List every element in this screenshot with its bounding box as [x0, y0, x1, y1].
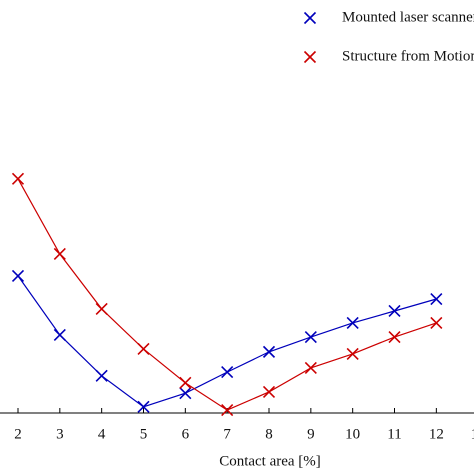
x-tick-label: 7	[223, 426, 231, 442]
marker	[346, 316, 359, 330]
series-line	[17, 178, 437, 411]
marker	[388, 330, 401, 344]
marker	[262, 345, 276, 358]
marker	[179, 376, 192, 389]
x-tick-label: 10	[345, 426, 360, 442]
x-tick-label: 8	[265, 426, 273, 442]
x-tick-label: 5	[140, 426, 148, 442]
marker	[221, 366, 234, 379]
marker	[430, 316, 443, 330]
x-tick-label: 4	[98, 426, 106, 442]
marker	[53, 328, 66, 342]
legend-marker	[303, 11, 317, 25]
marker	[346, 347, 359, 361]
marker	[11, 269, 25, 282]
x-tick-label: 13	[471, 426, 474, 442]
x-tick-label: 12	[429, 426, 444, 442]
x-tick-label: 9	[307, 426, 315, 442]
x-tick-label: 11	[387, 426, 401, 442]
series-line	[17, 275, 437, 408]
marker	[95, 302, 108, 315]
marker	[95, 369, 108, 382]
marker	[304, 361, 317, 375]
marker	[304, 330, 317, 344]
marker	[430, 292, 443, 306]
x-tick-label: 3	[56, 426, 64, 442]
marker	[53, 247, 66, 261]
marker	[221, 404, 234, 417]
legend-marker	[303, 50, 317, 64]
marker	[179, 387, 192, 400]
marker	[11, 172, 25, 185]
marker	[137, 400, 150, 413]
x-axis-label: Contact area [%]	[219, 453, 321, 469]
marker	[262, 385, 276, 399]
marker	[388, 304, 401, 318]
marker	[137, 342, 150, 356]
legend-label: Structure from Motion	[342, 48, 474, 64]
legend-label: Mounted laser scanner	[342, 9, 474, 25]
x-tick-label: 2	[14, 426, 22, 442]
x-tick-label: 6	[182, 426, 190, 442]
